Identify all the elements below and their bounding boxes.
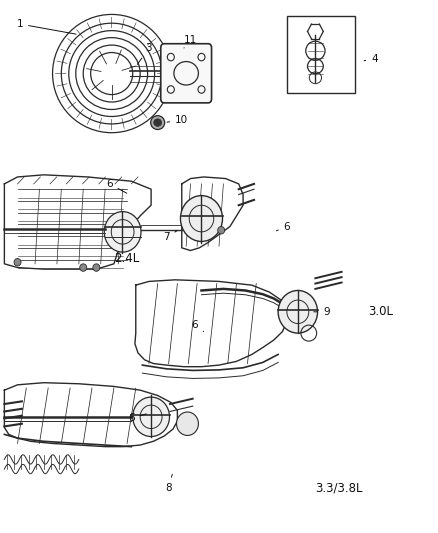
Text: 9: 9	[314, 307, 330, 317]
Ellipse shape	[218, 227, 225, 234]
Text: 6: 6	[191, 320, 204, 332]
Text: 1: 1	[16, 19, 76, 34]
Text: 2.4L: 2.4L	[114, 252, 139, 265]
Ellipse shape	[180, 196, 223, 241]
Ellipse shape	[80, 264, 87, 271]
Text: 10: 10	[167, 115, 188, 125]
Text: 3.0L: 3.0L	[368, 305, 393, 318]
Ellipse shape	[154, 119, 162, 126]
Text: 3: 3	[138, 43, 152, 64]
Bar	[287, 16, 355, 93]
Ellipse shape	[14, 259, 21, 266]
Ellipse shape	[133, 397, 170, 437]
Text: 6: 6	[128, 414, 146, 423]
Text: 8: 8	[165, 474, 172, 492]
FancyBboxPatch shape	[161, 44, 212, 103]
Text: 11: 11	[184, 35, 197, 48]
Text: 7: 7	[163, 231, 177, 242]
Text: 6: 6	[106, 179, 127, 193]
Ellipse shape	[151, 116, 165, 130]
Ellipse shape	[278, 290, 318, 333]
Ellipse shape	[104, 212, 141, 252]
Ellipse shape	[177, 412, 198, 435]
Text: 3.3/3.8L: 3.3/3.8L	[315, 481, 363, 494]
Ellipse shape	[93, 264, 100, 271]
Text: 4: 4	[364, 54, 378, 63]
Text: 6: 6	[276, 222, 290, 231]
